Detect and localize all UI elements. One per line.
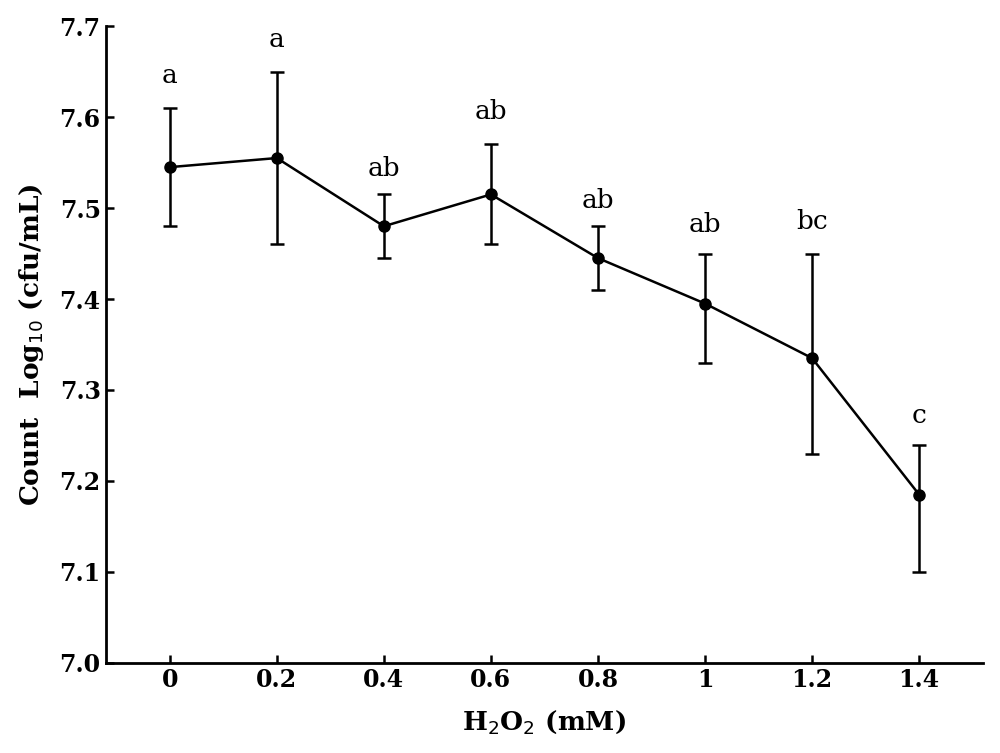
- Text: ab: ab: [475, 99, 507, 124]
- Text: ab: ab: [368, 156, 400, 181]
- Text: c: c: [912, 403, 927, 428]
- X-axis label: H$_2$O$_2$ (mM): H$_2$O$_2$ (mM): [462, 709, 626, 736]
- Y-axis label: Count  Log$_{10}$ (cfu/mL): Count Log$_{10}$ (cfu/mL): [17, 183, 46, 506]
- Text: a: a: [162, 63, 178, 88]
- Text: bc: bc: [796, 209, 828, 233]
- Text: ab: ab: [689, 212, 721, 237]
- Text: ab: ab: [582, 187, 614, 212]
- Text: a: a: [269, 26, 285, 52]
